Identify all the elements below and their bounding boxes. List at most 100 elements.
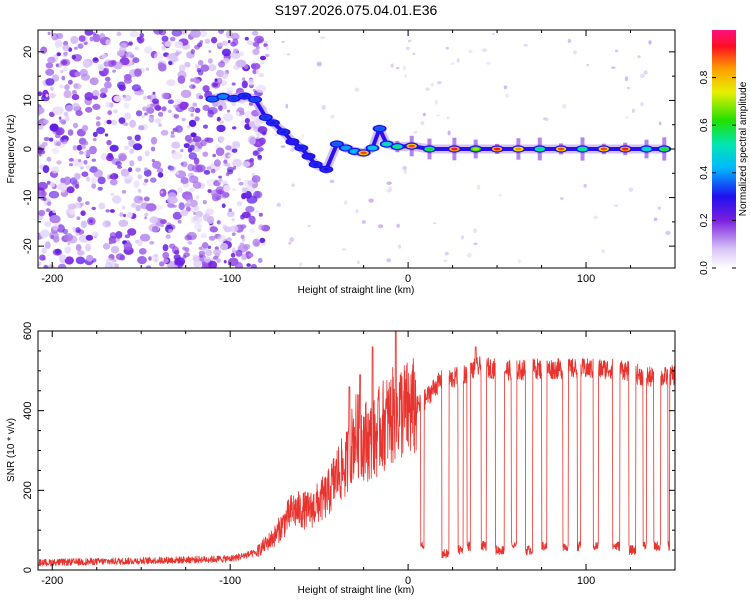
noise-blob (112, 69, 116, 73)
noise-blob (276, 202, 282, 207)
noise-blob (258, 212, 263, 217)
noise-blob (173, 114, 179, 119)
noise-blob (153, 30, 163, 35)
noise-blob (386, 181, 392, 185)
noise-blob (152, 98, 159, 104)
noise-blob (189, 144, 195, 151)
noise-blob (201, 242, 209, 249)
noise-blob (100, 87, 108, 94)
noise-blob (121, 190, 127, 194)
noise-blob (285, 103, 289, 109)
noise-blob (248, 252, 254, 258)
noise-blob (461, 235, 464, 240)
noise-blob (137, 256, 147, 265)
noise-blob (60, 69, 64, 74)
noise-blob (126, 211, 133, 219)
noise-blob (290, 147, 295, 152)
noise-blob (40, 229, 50, 238)
noise-blob (127, 136, 133, 141)
noise-blob (213, 249, 222, 256)
ridge-cell-core (280, 130, 287, 134)
noise-blob (247, 40, 253, 46)
noise-blob (152, 160, 162, 169)
noise-blob (155, 105, 162, 111)
ridge-cell-core (312, 163, 319, 166)
x-tick-label: 0 (405, 273, 411, 285)
noise-blob (241, 80, 248, 89)
noise-blob (232, 158, 243, 168)
noise-blob (437, 81, 442, 85)
noise-blob (154, 52, 164, 61)
noise-blob (149, 241, 155, 245)
noise-blob (354, 87, 360, 92)
noise-blob (211, 36, 218, 44)
noise-blob (145, 265, 152, 268)
noise-blob (150, 136, 158, 145)
noise-blob (80, 220, 88, 229)
noise-blob (413, 130, 418, 134)
noise-blob (205, 249, 213, 256)
noise-blob (99, 33, 106, 40)
noise-blob (45, 62, 54, 69)
noise-blob (258, 137, 266, 145)
noise-blob (104, 101, 111, 108)
snr-frame (37, 330, 676, 571)
noise-blob (368, 198, 374, 203)
noise-blob (498, 193, 502, 197)
noise-blob (127, 228, 137, 236)
noise-blob (162, 251, 170, 259)
noise-blob (80, 202, 84, 206)
noise-blob (289, 237, 295, 243)
snr-series-line (38, 331, 675, 567)
noise-blob (153, 253, 159, 258)
noise-blob (68, 157, 74, 162)
noise-blob (207, 109, 214, 118)
noise-blob (614, 49, 619, 53)
noise-blob (131, 84, 142, 92)
noise-blob (85, 176, 91, 182)
ridge-cell-core (579, 147, 586, 151)
noise-blob (626, 86, 631, 90)
noise-blob (255, 131, 261, 138)
noise-blob (55, 40, 63, 48)
noise-blob (78, 150, 84, 155)
noise-blob (158, 63, 167, 72)
noise-blob (187, 241, 193, 245)
noise-blob (252, 48, 260, 56)
noise-blob (57, 224, 65, 233)
noise-blob (178, 127, 182, 132)
noise-blob (104, 81, 112, 89)
noise-blob (222, 192, 230, 198)
noise-blob (190, 48, 195, 55)
noise-blob (82, 60, 91, 68)
noise-blob (402, 165, 407, 171)
noise-blob (52, 106, 64, 115)
noise-blob (184, 61, 191, 68)
noise-blob (146, 107, 155, 114)
noise-blob (63, 176, 72, 185)
noise-blob (161, 45, 167, 51)
noise-blob (178, 64, 186, 73)
noise-blob (86, 149, 91, 156)
noise-blob (203, 169, 211, 175)
noise-blob (109, 175, 113, 179)
noise-blob (648, 40, 652, 45)
noise-blob (195, 195, 200, 200)
noise-blob (89, 219, 93, 223)
noise-blob (216, 124, 226, 133)
noise-blob (124, 112, 132, 120)
noise-blob (67, 129, 74, 136)
noise-blob (190, 30, 201, 38)
noise-blob (106, 119, 112, 125)
noise-blob (123, 103, 130, 109)
ridge-cell-core (342, 146, 349, 150)
ridge-cell-core (600, 147, 607, 151)
noise-blob (76, 144, 83, 151)
noise-blob (62, 44, 70, 52)
ridge-cell-core (269, 121, 277, 125)
noise-blob (192, 254, 196, 258)
noise-blob (52, 223, 59, 231)
noise-blob (123, 174, 134, 183)
noise-blob (573, 50, 577, 55)
